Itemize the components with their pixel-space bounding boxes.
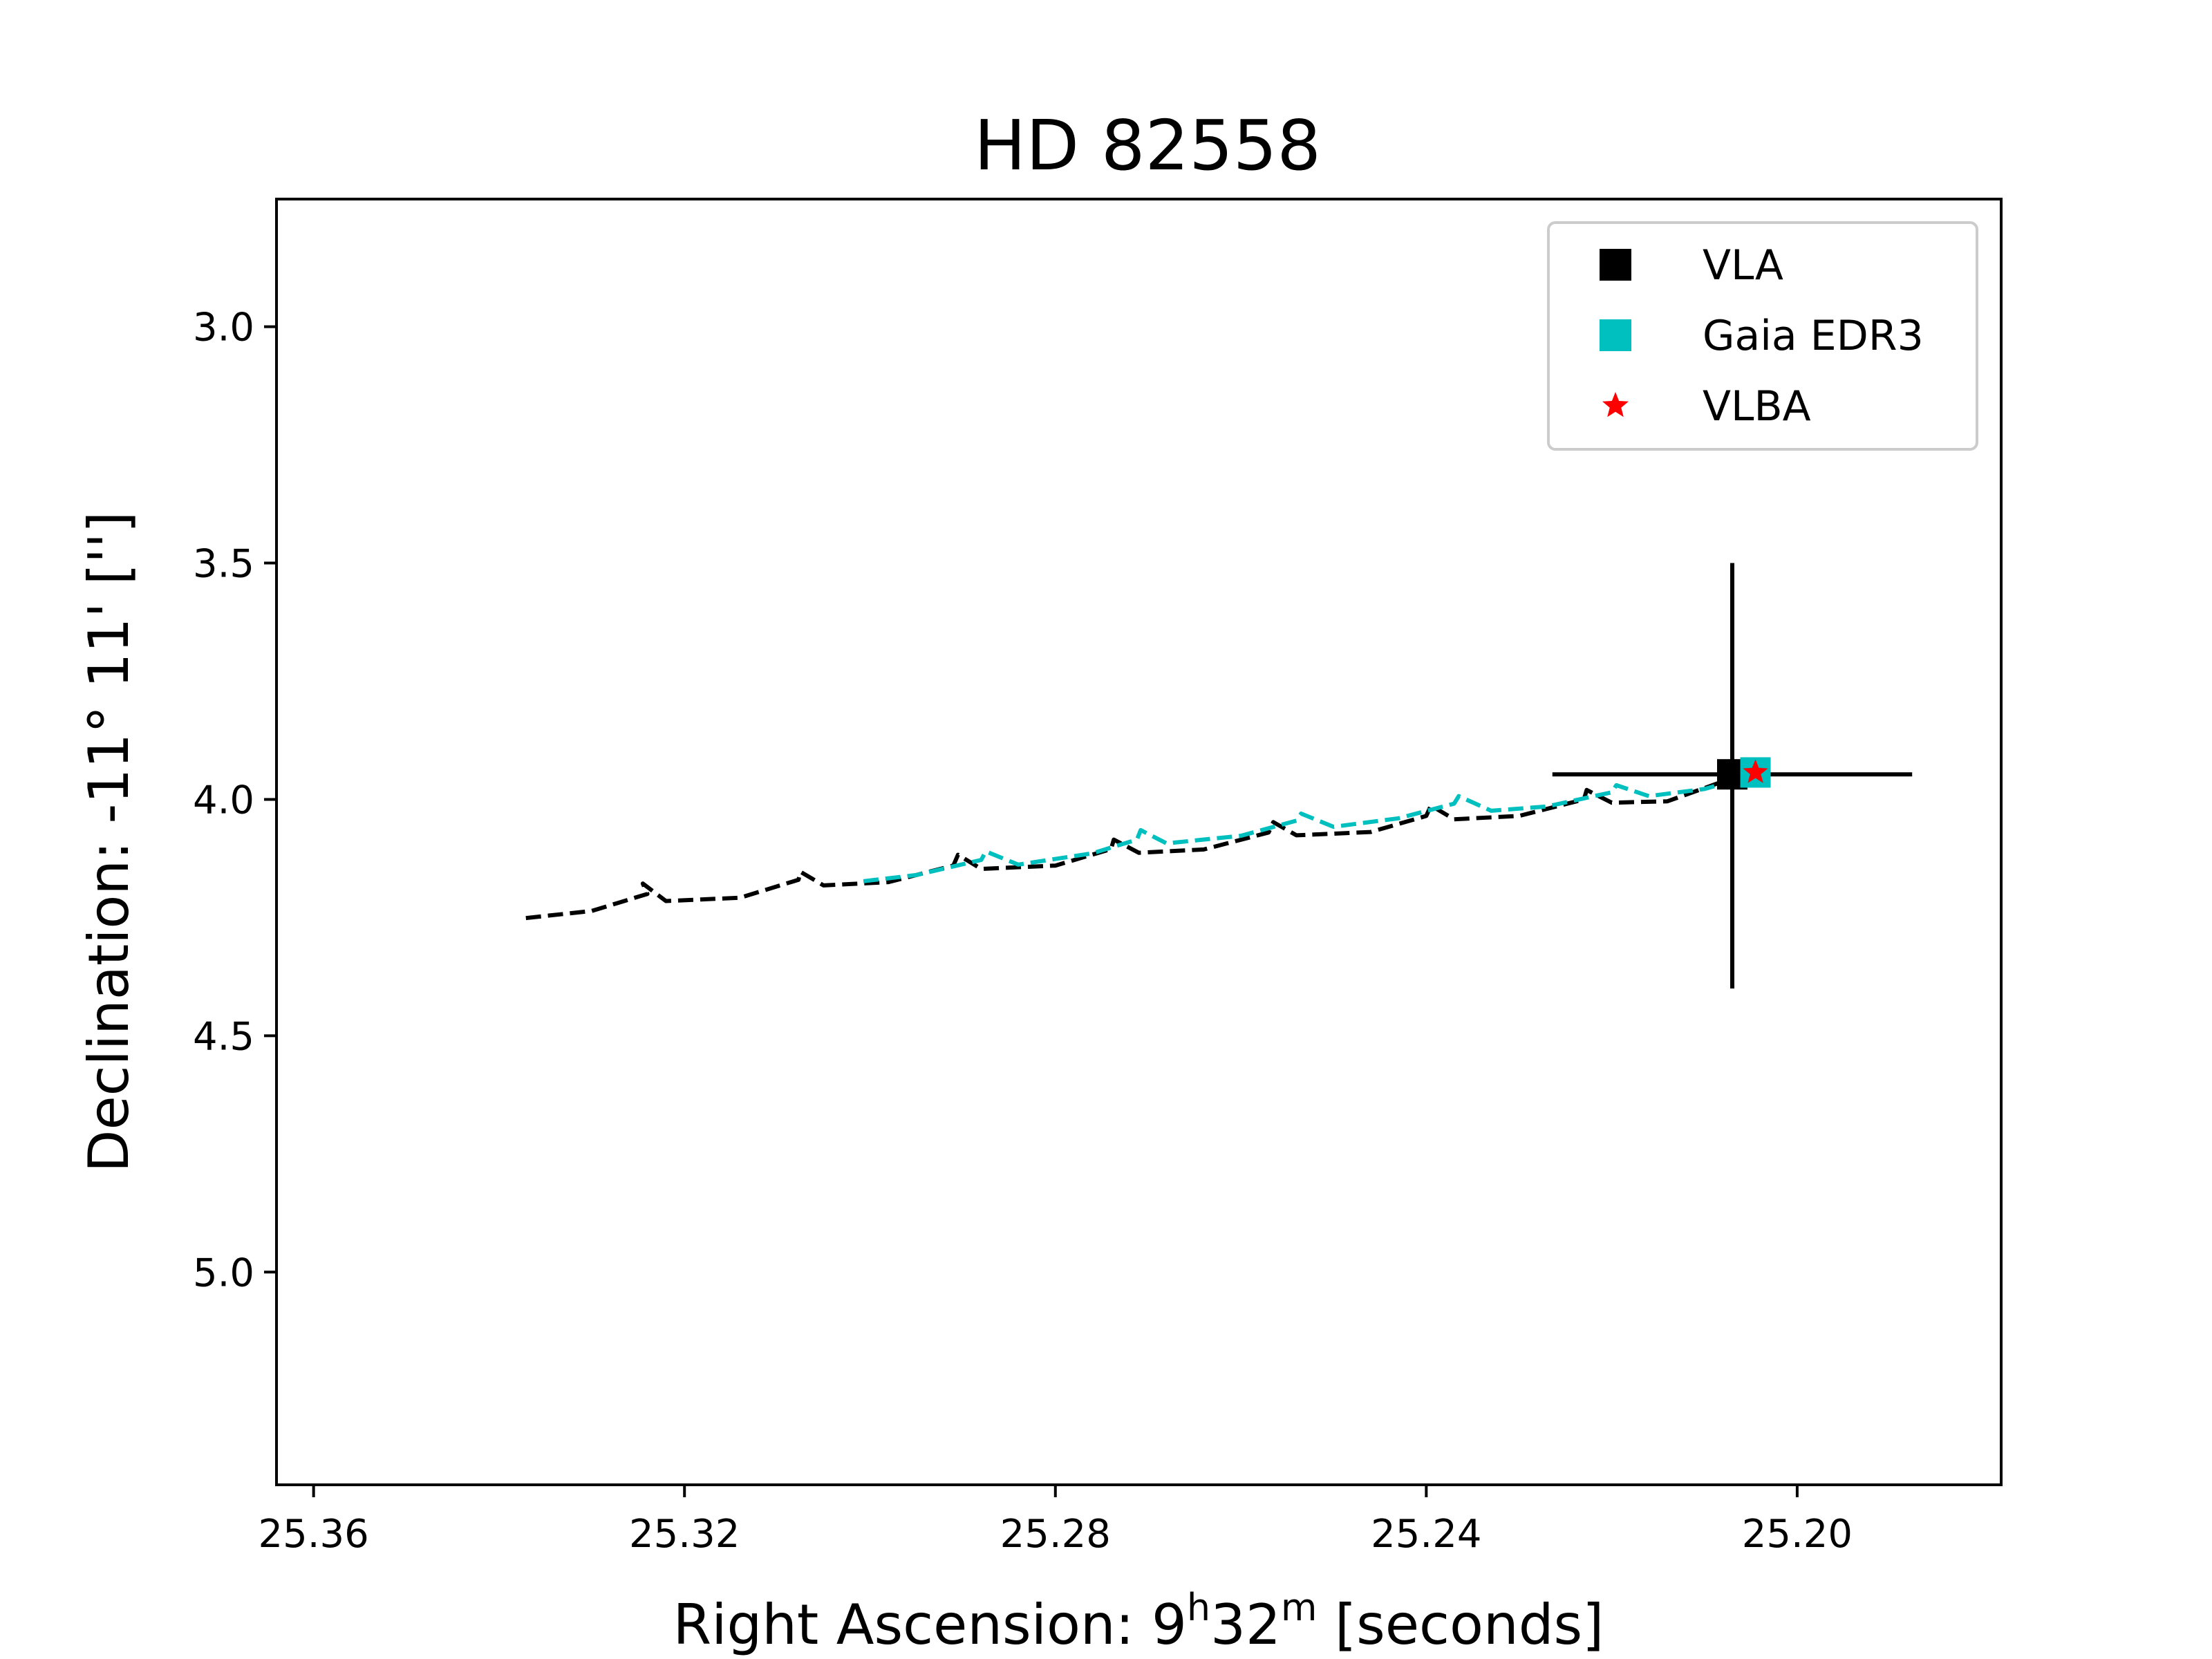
- y-tick-label: 3.0: [193, 306, 254, 350]
- x-tick-label: 25.28: [1000, 1512, 1111, 1557]
- legend-label: VLBA: [1703, 382, 1811, 431]
- x-axis-ticks: 25.36 25.32 25.28 25.24 25.20: [258, 1485, 1853, 1557]
- y-tick-label: 3.5: [193, 542, 254, 587]
- series-line-2: [863, 771, 1761, 883]
- legend: VLA Gaia EDR3 VLBA: [1547, 221, 1978, 451]
- legend-marker: [1600, 319, 1631, 351]
- legend-label: Gaia EDR3: [1703, 312, 1924, 360]
- legend-entries: VLA Gaia EDR3 VLBA: [1600, 241, 1924, 431]
- x-axis-label-sup-m: m: [1281, 1586, 1318, 1629]
- x-tick-label: 25.20: [1742, 1512, 1853, 1557]
- legend-label: VLA: [1703, 241, 1783, 290]
- chart-title: HD 82558: [974, 105, 1321, 186]
- x-tick-label: 25.36: [258, 1512, 368, 1557]
- marker-layer: [1716, 757, 1771, 790]
- y-axis-label: Declination: -11° 11' ['']: [77, 512, 141, 1172]
- marker-vlba: [1743, 759, 1768, 783]
- legend-box: [1547, 221, 1978, 451]
- legend-marker: [1602, 392, 1629, 418]
- x-axis-label-sup-h: h: [1187, 1586, 1210, 1629]
- y-tick-label: 4.0: [193, 778, 254, 823]
- y-tick-label: 5.0: [193, 1250, 254, 1295]
- legend-entry-vla: VLA: [1600, 241, 1783, 290]
- plot-area-frame: [275, 198, 2003, 1486]
- series-line-1: [525, 776, 1734, 921]
- x-axis-label-prefix: Right Ascension: 9: [673, 1593, 1187, 1657]
- legend-entry-gaia-edr3: Gaia EDR3: [1600, 312, 1924, 360]
- x-axis-label-mid: 32: [1210, 1593, 1281, 1657]
- legend-entry-vlba: VLBA: [1602, 382, 1811, 431]
- y-tick-label: 4.5: [193, 1014, 254, 1059]
- y-axis-ticks: 3.0 3.5 4.0 4.5 5.0: [193, 306, 276, 1295]
- series-layer: [525, 771, 1761, 921]
- legend-marker: [1600, 249, 1631, 281]
- x-axis-label-suffix: [seconds]: [1318, 1593, 1604, 1657]
- x-axis-label: Right Ascension: 9h32m [seconds]: [673, 1586, 1604, 1657]
- x-tick-label: 25.32: [629, 1512, 740, 1557]
- x-tick-label: 25.24: [1371, 1512, 1481, 1557]
